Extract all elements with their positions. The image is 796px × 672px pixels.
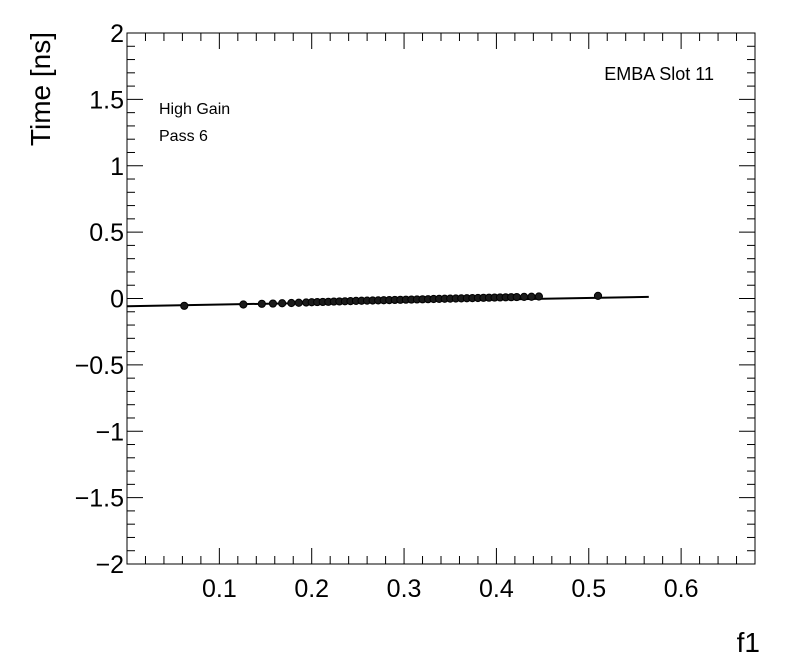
x-tick-label: 0.1 (202, 575, 237, 603)
data-point (278, 299, 287, 308)
y-tick-label: −1 (95, 418, 124, 446)
y-tick-label: 1 (110, 153, 124, 181)
x-tick-label: 0.2 (294, 575, 329, 603)
y-tick-label: −1.5 (75, 485, 124, 513)
y-tick-label: −2 (95, 551, 124, 579)
minor-ticks (127, 33, 755, 564)
data-point (593, 291, 603, 300)
data-point (534, 292, 543, 301)
data-points (180, 291, 603, 310)
plot-frame (126, 32, 756, 565)
x-tick-label: 0.6 (664, 575, 699, 603)
data-point (512, 292, 521, 302)
annotation-pass: Pass 6 (159, 128, 208, 145)
annotation-gain: High Gain (159, 101, 230, 118)
y-axis-title: Time [ns] (25, 32, 56, 146)
y-tick-label: 2 (110, 20, 124, 48)
data-point (180, 301, 189, 310)
x-tick-label: 0.3 (387, 575, 422, 603)
y-tick-label: −0.5 (75, 352, 124, 380)
x-tick-label: 0.5 (571, 575, 606, 603)
data-point (257, 299, 266, 308)
annotation-slot: EMBA Slot 11 (604, 64, 714, 84)
data-point (527, 292, 536, 301)
data-point (294, 298, 303, 307)
major-ticks (127, 33, 755, 564)
x-axis-title: f1 (737, 627, 760, 658)
x-tick-label: 0.4 (479, 575, 514, 603)
y-tick-labels: −2 −1.5 −1 −0.5 0 0.5 1 1.5 2 (75, 20, 124, 579)
data-point (520, 292, 529, 302)
data-point (239, 300, 248, 309)
y-tick-label: 0 (110, 286, 124, 314)
data-point (268, 299, 278, 308)
x-tick-labels: 0.1 0.2 0.3 0.4 0.5 0.6 (202, 575, 699, 603)
y-tick-label: 0.5 (89, 219, 124, 247)
data-point (287, 298, 296, 308)
y-tick-label: 1.5 (89, 86, 124, 114)
